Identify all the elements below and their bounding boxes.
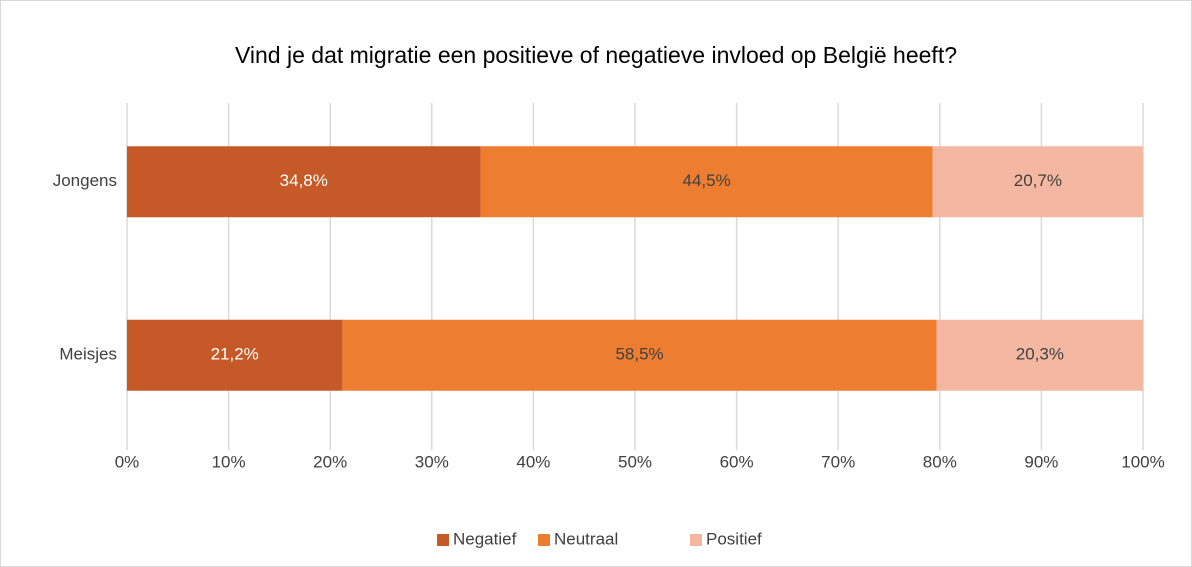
bar-segment bbox=[936, 319, 1143, 391]
x-tick-label: 80% bbox=[923, 452, 957, 471]
x-tick-label: 40% bbox=[516, 452, 550, 471]
x-tick-label: 70% bbox=[821, 452, 855, 471]
bar-segment bbox=[127, 146, 481, 218]
legend-label: Positief bbox=[706, 529, 762, 548]
data-label: 44,5% bbox=[683, 171, 731, 190]
bar-segment bbox=[932, 146, 1143, 218]
legend-swatch bbox=[538, 534, 550, 546]
x-tick-label: 30% bbox=[415, 452, 449, 471]
data-label: 20,7% bbox=[1014, 171, 1062, 190]
x-tick-label: 10% bbox=[212, 452, 246, 471]
x-tick-label: 50% bbox=[618, 452, 652, 471]
data-label: 20,3% bbox=[1016, 345, 1064, 364]
bar-segment bbox=[127, 319, 343, 391]
data-label: 58,5% bbox=[615, 345, 663, 364]
x-tick-label: 100% bbox=[1121, 452, 1164, 471]
data-label: 21,2% bbox=[211, 345, 259, 364]
legend-swatch bbox=[437, 534, 449, 546]
x-tick-label: 0% bbox=[115, 452, 140, 471]
x-tick-label: 60% bbox=[720, 452, 754, 471]
y-tick-label: Meisjes bbox=[59, 345, 117, 364]
y-tick-label: Jongens bbox=[53, 171, 117, 190]
legend-label: Neutraal bbox=[554, 529, 618, 548]
legend-swatch bbox=[690, 534, 702, 546]
bar-segment bbox=[342, 319, 937, 391]
x-tick-label: 90% bbox=[1024, 452, 1058, 471]
x-tick-label: 20% bbox=[313, 452, 347, 471]
chart-title: Vind je dat migratie een positieve of ne… bbox=[235, 42, 957, 68]
data-label: 34,8% bbox=[280, 171, 328, 190]
legend-label: Negatief bbox=[453, 529, 517, 548]
bar-segment bbox=[480, 146, 933, 218]
